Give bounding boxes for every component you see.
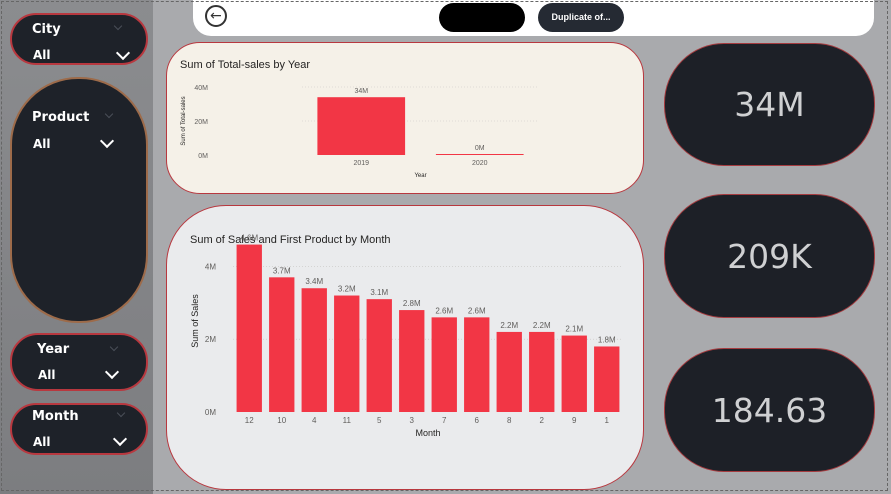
bar xyxy=(561,335,587,412)
y-tick-label: 20M xyxy=(194,119,208,126)
data-label: 34M xyxy=(354,88,368,95)
data-label: 2.2M xyxy=(500,321,518,330)
product-slicer-value[interactable]: All xyxy=(33,137,51,151)
x-tick-label: 6 xyxy=(475,416,480,425)
year-sales-bar-chart: 0M 20M 40M 34M 2019 0M 2020 Year Sum of Total-sa… xyxy=(181,85,539,179)
x-tick-label: 2020 xyxy=(472,160,488,167)
duplicate-page-button[interactable]: Duplicate of... xyxy=(538,3,624,32)
year-chart-title: Sum of Total-sales by Year xyxy=(180,59,311,71)
city-slicer-value[interactable]: All xyxy=(33,48,51,62)
kpi-total-sales-card: 34M xyxy=(664,43,875,166)
bar xyxy=(269,277,295,412)
bar xyxy=(594,346,620,412)
bar xyxy=(301,288,327,412)
y-tick-label: 40M xyxy=(194,85,208,92)
collapse-chevron-icon xyxy=(104,109,114,119)
blank-pill-button[interactable] xyxy=(439,3,525,32)
month-slicer[interactable]: Month All xyxy=(10,403,148,455)
data-label: 3.7M xyxy=(273,266,291,275)
collapse-chevron-icon xyxy=(113,21,123,31)
bar xyxy=(431,317,457,412)
bar xyxy=(399,310,425,412)
bar xyxy=(236,244,262,412)
x-tick-label: 3 xyxy=(410,416,415,425)
data-label: 3.4M xyxy=(305,277,323,286)
data-label: 2.1M xyxy=(565,325,583,334)
x-tick-label: 2 xyxy=(540,416,545,425)
data-label: 2.6M xyxy=(435,306,453,315)
month-sales-bar-chart: 0M2M4M4.6M123.7M103.4M43.2M113.1M52.8M32… xyxy=(190,234,623,438)
bar xyxy=(334,295,360,412)
data-label: 3.2M xyxy=(338,285,356,294)
product-slicer-title: Product xyxy=(32,110,90,125)
bar xyxy=(464,317,490,412)
year-slicer-title: Year xyxy=(37,342,70,357)
product-slicer[interactable]: Product All xyxy=(10,77,148,323)
data-label: 0M xyxy=(475,145,485,152)
city-slicer[interactable]: City All xyxy=(10,13,148,65)
data-label: 2.2M xyxy=(533,321,551,330)
x-tick-label: 9 xyxy=(572,416,577,425)
x-tick-label: 12 xyxy=(245,416,254,425)
chevron-down-icon[interactable] xyxy=(99,133,115,149)
y-tick-label: 2M xyxy=(205,335,216,344)
x-tick-label: 5 xyxy=(377,416,382,425)
x-tick-label: 4 xyxy=(312,416,317,425)
year-slicer-value[interactable]: All xyxy=(38,368,56,382)
chevron-down-icon[interactable] xyxy=(112,431,128,447)
data-label: 2.6M xyxy=(468,306,486,315)
x-axis-title: Year xyxy=(414,173,426,179)
bar xyxy=(435,154,524,155)
y-tick-label: 4M xyxy=(205,262,216,271)
bar xyxy=(366,299,392,412)
month-sales-chart-card[interactable]: Sum of Sales and First Product by Month … xyxy=(166,205,644,490)
back-arrow-button[interactable]: ← xyxy=(205,5,227,27)
year-slicer[interactable]: Year All xyxy=(10,333,148,391)
month-chart-title: Sum of Sales and First Product by Month xyxy=(190,234,391,246)
collapse-chevron-icon xyxy=(116,408,126,418)
collapse-chevron-icon xyxy=(109,342,119,352)
x-tick-label: 10 xyxy=(277,416,286,425)
chevron-down-icon[interactable] xyxy=(104,364,120,380)
y-axis-title: Sum of Sales xyxy=(190,294,200,348)
year-sales-chart-card[interactable]: Sum of Total-sales by Year 0M 20M 40M 34M 20… xyxy=(166,42,644,194)
x-tick-label: 1 xyxy=(605,416,610,425)
x-tick-label: 2019 xyxy=(353,160,369,167)
y-tick-label: 0M xyxy=(205,408,216,417)
x-tick-label: 7 xyxy=(442,416,447,425)
back-arrow-icon: ← xyxy=(210,8,222,24)
x-axis-title: Month xyxy=(415,428,440,438)
bar xyxy=(529,331,555,412)
bar xyxy=(317,97,406,155)
y-tick-label: 0M xyxy=(198,153,208,160)
kpi-average-card: 184.63 xyxy=(664,348,875,472)
data-label: 2.8M xyxy=(403,299,421,308)
chevron-down-icon[interactable] xyxy=(115,45,131,61)
data-label: 3.1M xyxy=(370,288,388,297)
x-tick-label: 8 xyxy=(507,416,512,425)
y-axis-title: Sum of Total-sales xyxy=(181,96,187,145)
bar xyxy=(496,331,522,412)
data-label: 1.8M xyxy=(598,335,616,344)
top-navigation-bar xyxy=(193,0,874,36)
data-label: 4.6M xyxy=(240,234,258,243)
month-slicer-value[interactable]: All xyxy=(33,435,51,449)
month-slicer-title: Month xyxy=(32,409,79,424)
x-tick-label: 11 xyxy=(343,416,352,425)
kpi-quantity-card: 209K xyxy=(664,194,875,318)
city-slicer-title: City xyxy=(32,22,61,37)
